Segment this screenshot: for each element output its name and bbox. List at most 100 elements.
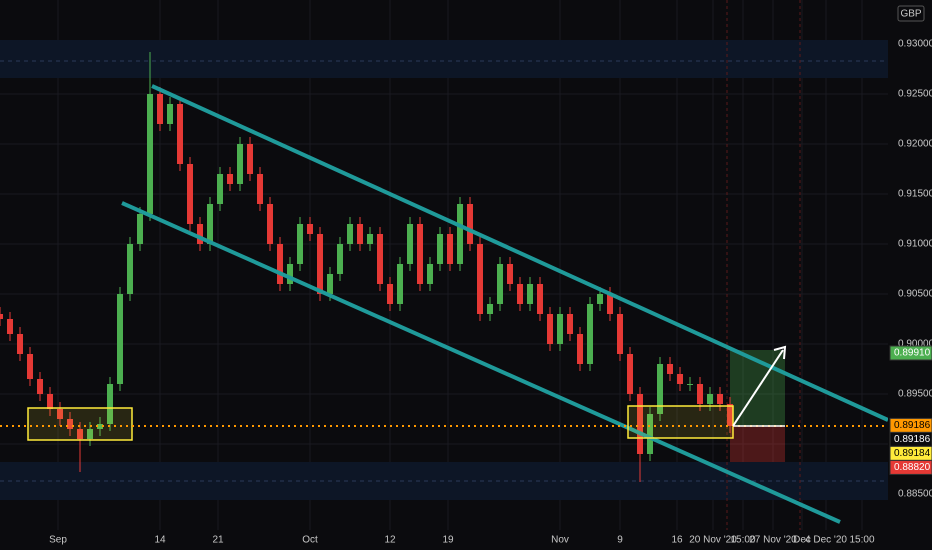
- labels: 0.885000.890000.895000.900000.905000.910…: [49, 39, 932, 546]
- candle-body: [357, 224, 363, 244]
- candle-body: [247, 144, 253, 174]
- x-tick-label: Dec: [793, 535, 811, 546]
- currency-label: GBP: [900, 9, 921, 20]
- candle-body: [677, 374, 683, 384]
- candle-body: [0, 314, 3, 319]
- channel-upper: [151, 84, 889, 422]
- demand-box: [27, 407, 133, 441]
- y-tick-label: 0.88500: [898, 489, 932, 500]
- candle-body: [27, 354, 33, 379]
- y-tick-label: 0.90000: [898, 339, 932, 350]
- candle-body: [297, 224, 303, 264]
- x-tick-label: 15:00: [849, 535, 874, 546]
- price-tag-label: 0.89910: [894, 348, 931, 359]
- candle-body: [127, 244, 133, 294]
- candle-body: [197, 224, 203, 244]
- x-tick-label: Sep: [49, 535, 67, 546]
- x-tick-label: Nov: [551, 535, 569, 546]
- arrow-head: [773, 345, 787, 360]
- projection-arrow: [732, 349, 784, 427]
- candle-body: [347, 224, 353, 244]
- candle-body: [597, 294, 603, 304]
- candle-body: [447, 234, 453, 264]
- candle-body: [107, 384, 113, 424]
- candle-body: [637, 394, 643, 454]
- x-tick-label: 21: [212, 535, 224, 546]
- candle-body: [607, 294, 613, 314]
- y-tick-label: 0.93000: [898, 39, 932, 50]
- candle-body: [487, 304, 493, 314]
- candle-body: [327, 274, 333, 294]
- x-tick-label: 20 Nov '20: [689, 535, 737, 546]
- price-tag-label: 0.89184: [894, 448, 931, 459]
- candle-body: [137, 214, 143, 244]
- y-tick-label: 0.92000: [898, 139, 932, 150]
- demand-box: [627, 405, 734, 439]
- candle-body: [387, 284, 393, 304]
- x-tick-label: 15:00: [730, 535, 755, 546]
- candle-body: [207, 204, 213, 244]
- price-tag-label: 0.89186: [894, 434, 931, 445]
- y-tick-label: 0.89500: [898, 389, 932, 400]
- candle-body: [577, 334, 583, 364]
- candle-body: [697, 384, 703, 404]
- candle-body: [537, 284, 543, 314]
- candle-body: [517, 284, 523, 304]
- x-tick-label: 9: [617, 535, 623, 546]
- candle-body: [37, 379, 43, 394]
- candle-body: [547, 314, 553, 344]
- candle-body: [457, 204, 463, 264]
- candle-body: [657, 364, 663, 414]
- currency-box: [897, 5, 925, 22]
- price-tag: [889, 459, 932, 475]
- candle-body: [17, 334, 23, 354]
- candle-body: [157, 94, 163, 124]
- candle-body: [467, 204, 473, 244]
- candle-body: [47, 394, 53, 409]
- candle-body: [337, 244, 343, 274]
- x-tick-label: 4 Dec '20: [805, 535, 847, 546]
- price-tag: [889, 345, 932, 361]
- y-tick-label: 0.91500: [898, 189, 932, 200]
- candle-body: [217, 174, 223, 204]
- candle-body: [237, 144, 243, 184]
- candle-body: [497, 264, 503, 304]
- candle-body: [227, 174, 233, 184]
- candle-body: [727, 404, 733, 426]
- time-axis: [0, 530, 932, 550]
- candle-body: [117, 294, 123, 384]
- candle-body: [717, 394, 723, 404]
- candle-body: [567, 314, 573, 334]
- candle-body: [7, 319, 13, 334]
- candle-body: [307, 224, 313, 234]
- candles: [0, 52, 733, 482]
- candle-body: [397, 264, 403, 304]
- x-tick-label: 27 Nov '20: [749, 535, 797, 546]
- candle-body: [377, 234, 383, 284]
- channel-lower: [121, 201, 841, 524]
- y-tick-label: 0.92500: [898, 89, 932, 100]
- candle-body: [507, 264, 513, 284]
- x-tick-label: 12: [384, 535, 396, 546]
- candle-body: [647, 414, 653, 454]
- candle-body: [317, 234, 323, 294]
- candle-body: [587, 304, 593, 364]
- candle-body: [617, 314, 623, 354]
- candle-body: [527, 284, 533, 304]
- candle-body: [97, 424, 103, 429]
- candle-body: [367, 234, 373, 244]
- candle-body: [257, 174, 263, 204]
- price-tag-label: 0.88820: [894, 462, 931, 473]
- x-tick-label: Oct: [302, 535, 318, 546]
- candle-body: [167, 104, 173, 124]
- candle-body: [287, 264, 293, 284]
- candle-body: [687, 384, 693, 385]
- price-tag-label: 0.89186: [894, 420, 931, 431]
- candle-body: [277, 244, 283, 284]
- candle-body: [147, 94, 153, 214]
- x-tick-label: 19: [442, 535, 454, 546]
- candle-body: [707, 394, 713, 404]
- y-tick-label: 0.90500: [898, 289, 932, 300]
